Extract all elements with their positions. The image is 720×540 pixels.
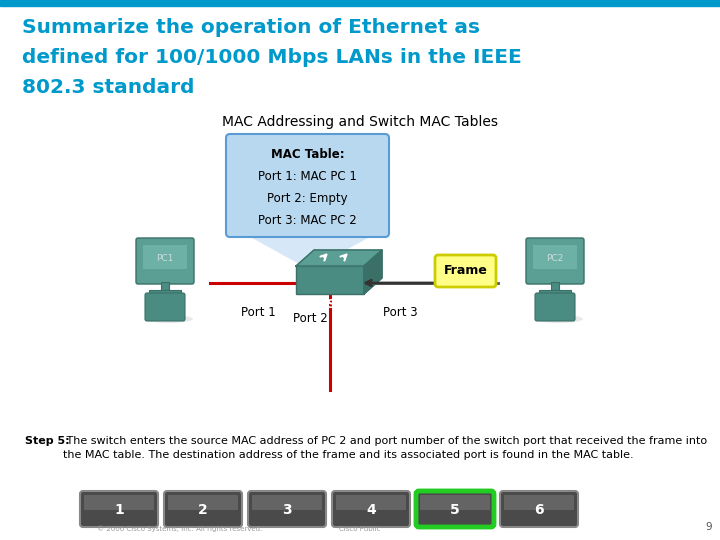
Text: 4: 4 [366,503,376,517]
Bar [149,290,181,295]
Bar [551,282,559,290]
FancyBboxPatch shape [435,255,496,287]
FancyBboxPatch shape [420,495,490,510]
FancyBboxPatch shape [226,134,389,237]
FancyBboxPatch shape [164,491,242,527]
Text: 1: 1 [114,503,124,517]
FancyBboxPatch shape [416,491,494,527]
Text: PC1: PC1 [156,254,174,263]
Text: Port 2: Empty: Port 2: Empty [267,192,348,205]
Text: Cisco Public: Cisco Public [339,526,381,532]
Text: Port 1: Port 1 [240,306,275,319]
FancyBboxPatch shape [136,238,194,284]
Bar [0,0,720,6]
Text: Port 1: MAC PC 1: Port 1: MAC PC 1 [258,170,357,183]
Text: Step 5:: Step 5: [25,436,70,446]
Bar [161,282,169,290]
FancyBboxPatch shape [168,495,238,510]
Text: MAC Addressing and Switch MAC Tables: MAC Addressing and Switch MAC Tables [222,115,498,129]
Text: 6: 6 [534,503,544,517]
Text: 2: 2 [198,503,208,517]
FancyBboxPatch shape [248,491,326,527]
FancyBboxPatch shape [500,491,578,527]
Ellipse shape [535,315,583,323]
FancyBboxPatch shape [535,293,575,321]
Text: S1: S1 [325,298,342,311]
Text: Frame: Frame [444,265,487,278]
Bar [533,245,577,269]
Text: 802.3 standard: 802.3 standard [22,78,194,97]
Text: 3: 3 [282,503,292,517]
Text: Port 3: Port 3 [383,306,418,319]
Text: The switch enters the source MAC address of PC 2 and port number of the switch p: The switch enters the source MAC address… [63,436,707,461]
Text: PC2: PC2 [546,254,564,263]
Text: Port 2: Port 2 [292,312,328,325]
Ellipse shape [145,315,193,323]
Text: defined for 100/1000 Mbps LANs in the IEEE: defined for 100/1000 Mbps LANs in the IE… [22,48,522,67]
Text: 9: 9 [706,522,712,532]
Bar [143,245,187,269]
Text: 5: 5 [450,503,460,517]
Text: Summarize the operation of Ethernet as: Summarize the operation of Ethernet as [22,18,480,37]
Text: Port 3: MAC PC 2: Port 3: MAC PC 2 [258,214,357,227]
Polygon shape [296,250,382,266]
Bar [539,290,571,295]
Polygon shape [364,250,382,294]
FancyBboxPatch shape [145,293,185,321]
FancyBboxPatch shape [336,495,406,510]
Text: MAC Table:: MAC Table: [271,148,344,161]
Bar [296,266,364,294]
Polygon shape [243,233,377,270]
Text: © 2006 Cisco Systems, Inc. All rights reserved.: © 2006 Cisco Systems, Inc. All rights re… [97,525,263,532]
FancyBboxPatch shape [84,495,154,510]
FancyBboxPatch shape [80,491,158,527]
FancyBboxPatch shape [526,238,584,284]
FancyBboxPatch shape [252,495,322,510]
FancyBboxPatch shape [332,491,410,527]
FancyBboxPatch shape [504,495,574,510]
